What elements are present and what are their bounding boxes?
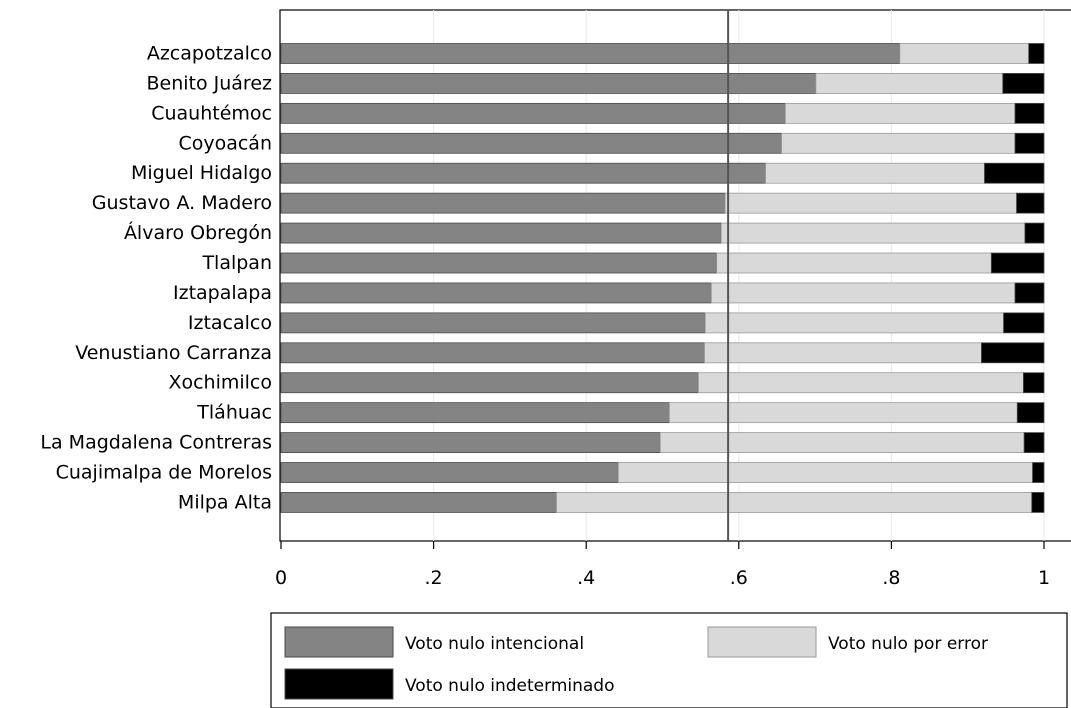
bar-segment xyxy=(280,432,661,453)
bar-segment xyxy=(280,252,718,274)
bar-segment xyxy=(1031,492,1045,513)
bar-segment xyxy=(899,43,1030,64)
legend-swatch xyxy=(284,668,394,700)
bar-segment xyxy=(784,102,1016,124)
category-label: Benito Juárez xyxy=(146,72,272,94)
bar-segment xyxy=(1014,282,1045,304)
bar-segment xyxy=(280,312,706,334)
x-tick-label: 0 xyxy=(275,567,287,589)
bar-segment xyxy=(280,132,782,154)
bar-segment xyxy=(1028,43,1045,64)
category-label: Gustavo A. Madero xyxy=(92,192,272,214)
bar-segment xyxy=(280,192,726,214)
x-tick-label: .6 xyxy=(730,567,748,589)
x-tick-label: 1 xyxy=(1038,567,1050,589)
bar-segment xyxy=(280,372,699,394)
legend-swatch xyxy=(707,626,817,658)
legend-label: Voto nulo indeterminado xyxy=(405,676,615,696)
x-tick-label: .4 xyxy=(577,567,595,589)
bar-segment xyxy=(724,192,1017,214)
bar-segment xyxy=(280,342,705,364)
bar-segment xyxy=(1023,432,1045,453)
legend: Voto nulo intencional Voto nulo por error… xyxy=(270,612,1068,708)
category-label: Milpa Alta xyxy=(178,491,272,513)
bar-segment xyxy=(280,222,722,244)
bar-segment xyxy=(1014,132,1045,154)
bar-segment xyxy=(1003,312,1045,334)
category-label: Venustiano Carranza xyxy=(75,342,272,364)
category-label: Tláhuac xyxy=(196,402,272,424)
bar-segment xyxy=(280,73,817,94)
bar-segment xyxy=(280,492,557,513)
bar-segment xyxy=(1022,372,1045,394)
category-label: Cuajimalpa de Morelos xyxy=(56,462,272,484)
bar-segment xyxy=(659,432,1025,453)
category-label: Tlalpan xyxy=(201,252,272,274)
category-label: Álvaro Obregón xyxy=(124,221,272,244)
bar-segment xyxy=(668,402,1018,424)
category-label: Coyoacán xyxy=(178,132,272,154)
bar-segment xyxy=(280,402,670,424)
category-label: Miguel Hidalgo xyxy=(131,162,272,184)
bar-segment xyxy=(617,462,1033,483)
bar-segment xyxy=(1016,192,1045,214)
category-label: Cuauhtémoc xyxy=(151,102,272,124)
bar-segment xyxy=(697,372,1024,394)
bar-segment xyxy=(280,162,766,184)
bars xyxy=(280,43,1045,513)
bar-segment xyxy=(1024,222,1045,244)
bar-segment xyxy=(556,492,1033,513)
category-label: Iztapalapa xyxy=(173,282,272,304)
bar-segment xyxy=(1016,402,1045,424)
category-label: Azcapotzalco xyxy=(147,43,272,65)
legend-label: Voto nulo por error xyxy=(828,634,988,654)
category-label: Iztacalco xyxy=(188,312,272,334)
bar-segment xyxy=(280,102,786,124)
bar-segment xyxy=(1002,73,1045,94)
bar-segment xyxy=(280,43,901,64)
bar-segment xyxy=(765,162,985,184)
bar-segment xyxy=(704,312,1004,334)
x-tick-label: .8 xyxy=(882,567,900,589)
legend-label: Voto nulo intencional xyxy=(405,634,584,654)
bar-segment xyxy=(990,252,1045,274)
category-label: Xochimilco xyxy=(168,372,272,394)
x-axis: 0 .2 .4 .6 .8 1 xyxy=(275,541,1050,589)
bar-segment xyxy=(716,252,992,274)
bar-segment xyxy=(720,222,1026,244)
x-tick-label: .2 xyxy=(425,567,443,589)
bar-segment xyxy=(981,342,1045,364)
category-labels: Azcapotzalco Benito Juárez Cuauhtémoc Coyoa… xyxy=(40,43,272,514)
bar-segment xyxy=(704,342,982,364)
bar-segment xyxy=(781,132,1016,154)
bar-segment xyxy=(280,282,712,304)
legend-swatch xyxy=(284,626,394,658)
bar-segment xyxy=(984,162,1045,184)
bar-segment xyxy=(710,282,1016,304)
bar-segment xyxy=(1032,462,1045,483)
legend-box xyxy=(270,612,1068,708)
category-label: La Magdalena Contreras xyxy=(40,432,272,454)
bar-segment xyxy=(280,462,619,483)
bar-segment xyxy=(1014,102,1045,124)
bar-segment xyxy=(815,73,1004,94)
